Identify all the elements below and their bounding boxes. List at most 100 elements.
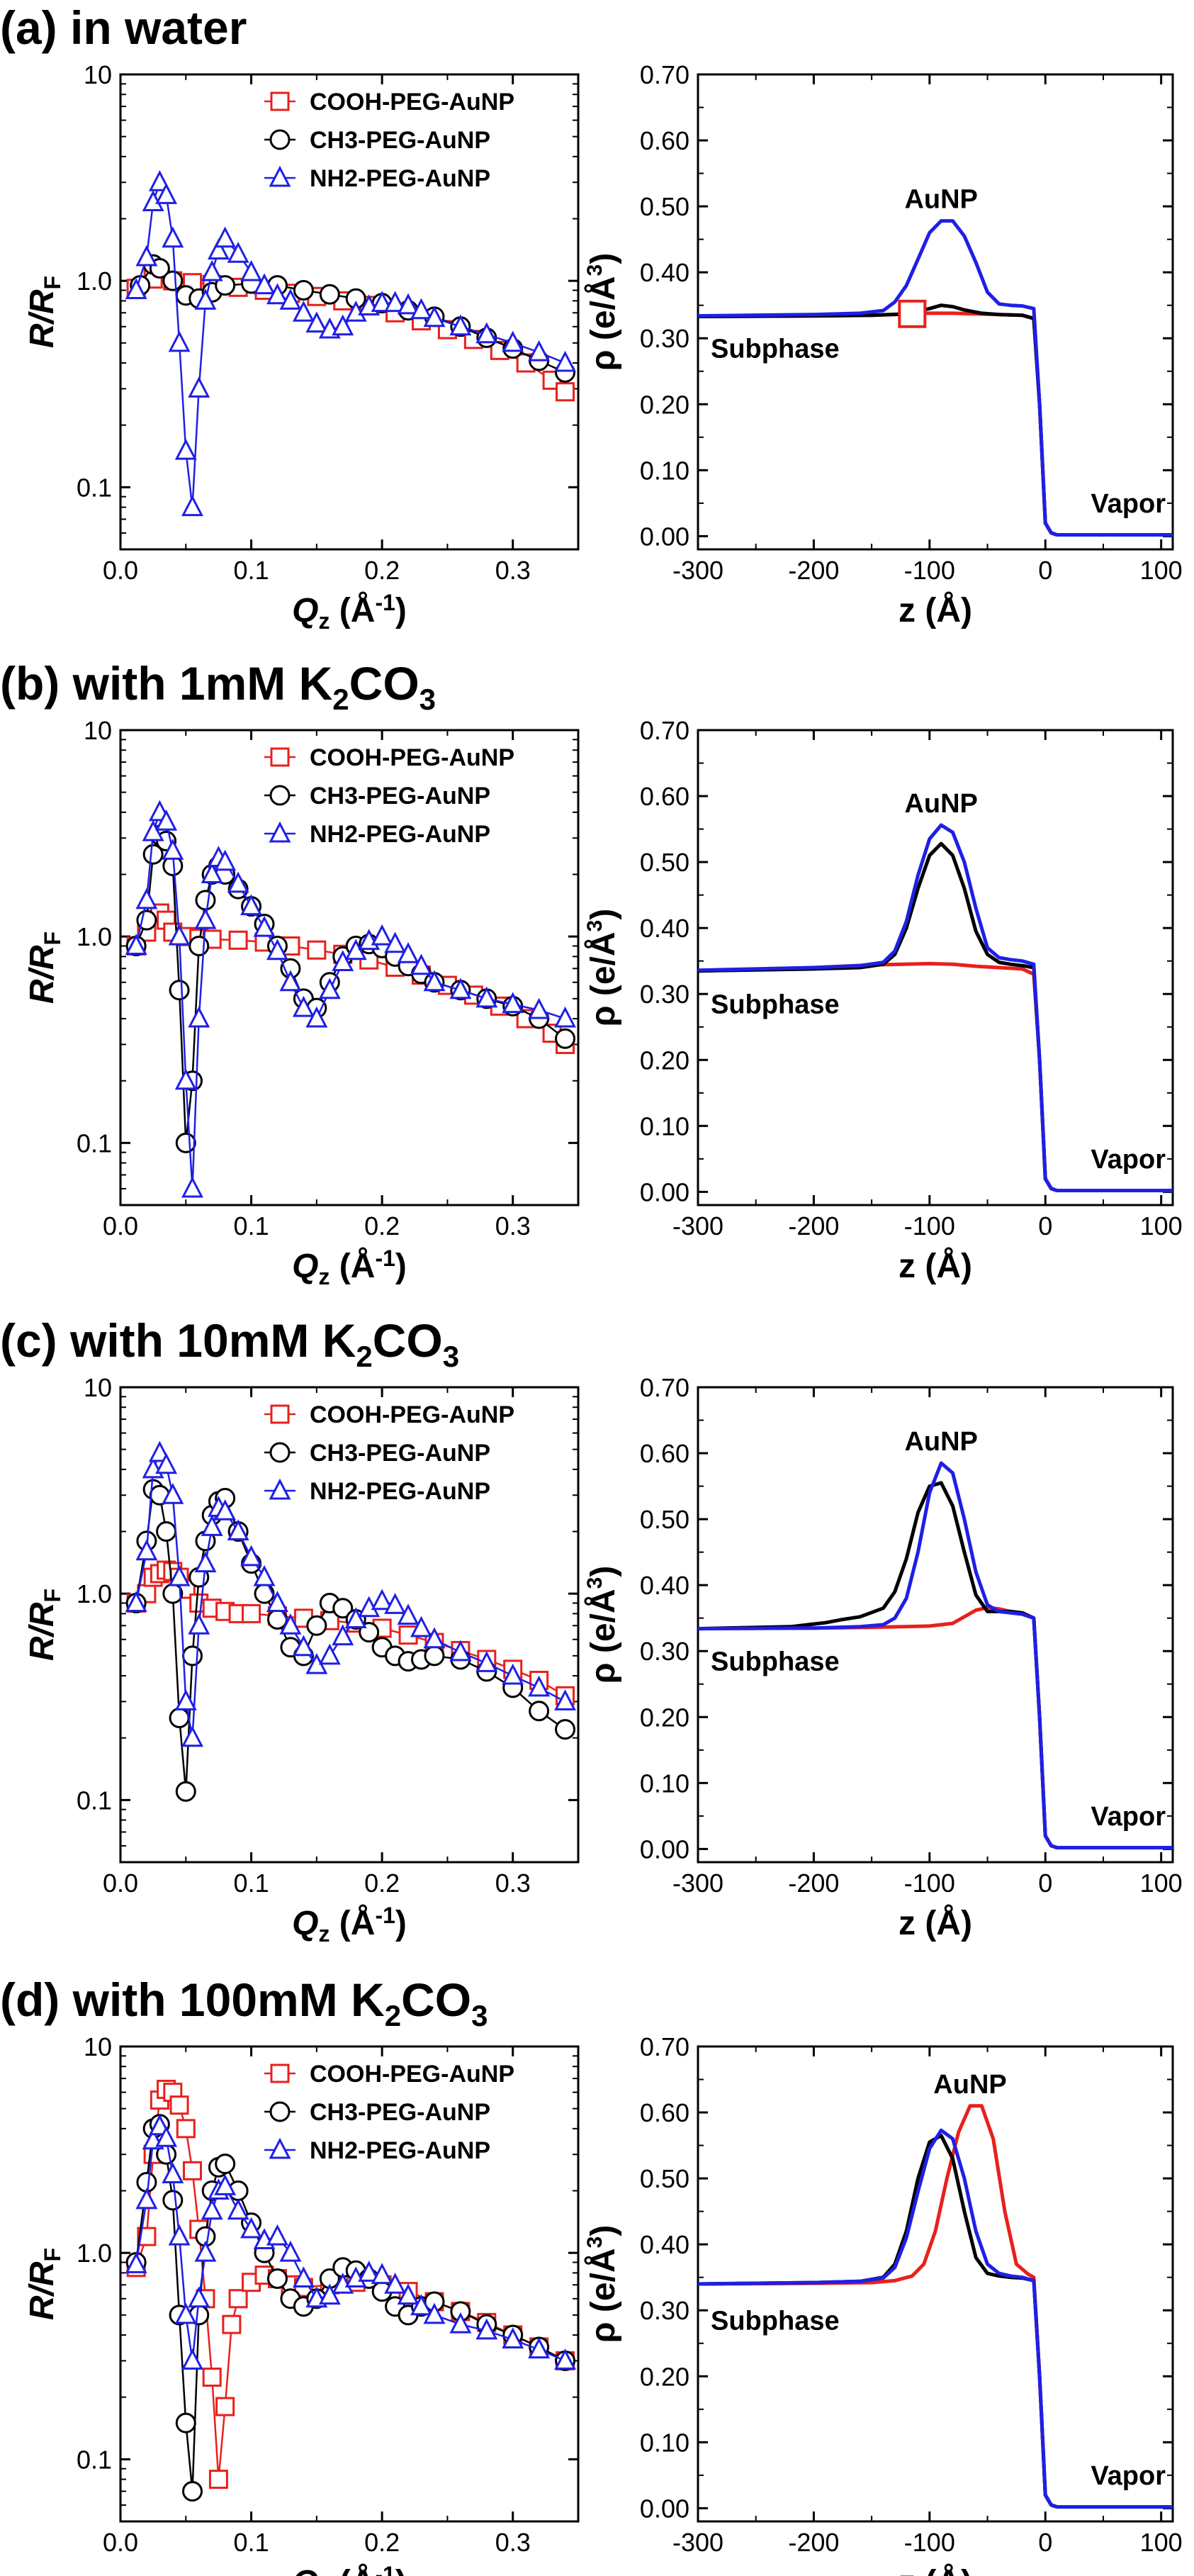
y-tick-label: 0.60 xyxy=(640,2098,689,2127)
data-point-ch3 xyxy=(529,1701,550,1722)
data-point-nh2 xyxy=(168,2224,191,2246)
legend: COOH-PEG-AuNP CH3-PEG-AuNP NH2-PEG-AuNP xyxy=(264,2061,514,2164)
legend-label: COOH-PEG-AuNP xyxy=(310,744,514,771)
data-point-ch3 xyxy=(424,1645,445,1667)
data-point-nh2 xyxy=(528,340,551,362)
legend-marker-ch3 xyxy=(269,129,291,150)
data-point-nh2 xyxy=(125,2252,147,2273)
data-point-cooh xyxy=(222,2314,242,2334)
data-point-nh2 xyxy=(371,2263,393,2285)
data-point-nh2 xyxy=(554,2348,577,2370)
data-point-ch3 xyxy=(175,2412,196,2434)
data-point-nh2 xyxy=(554,350,577,372)
data-point-nh2 xyxy=(292,301,315,322)
data-point-nh2 xyxy=(449,2312,472,2334)
legend-item-ch3: CH3-PEG-AuNP xyxy=(264,783,490,810)
data-point-nh2 xyxy=(194,1551,217,1573)
y-tick-label: 0.1 xyxy=(77,2445,112,2474)
y-tick-label: 0.20 xyxy=(640,1046,689,1075)
data-point-nh2 xyxy=(168,924,191,946)
x-tick-label: 0.1 xyxy=(234,556,269,585)
data-point-nh2 xyxy=(188,1006,210,1028)
legend-item-cooh: COOH-PEG-AuNP xyxy=(264,89,514,116)
annotation-vapor: Vapor xyxy=(1091,1145,1166,1175)
data-point-nh2 xyxy=(358,2261,381,2282)
data-point-nh2 xyxy=(318,1643,341,1665)
data-point-nh2 xyxy=(318,2283,341,2305)
y-tick-label: 0.40 xyxy=(640,1571,689,1600)
data-point-nh2 xyxy=(502,1663,524,1685)
data-point-cooh xyxy=(208,2470,228,2490)
data-point-nh2 xyxy=(344,1607,367,1629)
data-point-nh2 xyxy=(475,986,498,1008)
data-point-ch3 xyxy=(156,1521,177,1542)
legend-label: CH3-PEG-AuNP xyxy=(310,127,490,154)
y-tick-label: 0.70 xyxy=(640,60,689,89)
density-chart-b: -300 -200 -100 0 100 0.00 0.10 0.20 0.30 0.40 0.50… xyxy=(583,716,1183,1285)
data-point-nh2 xyxy=(174,1068,197,1090)
x-tick-label: 100 xyxy=(1140,1869,1183,1898)
y-axis-label: R/RF xyxy=(23,1589,65,1661)
annotation-aunp: AuNP xyxy=(904,789,977,819)
plot-frame xyxy=(697,1386,1174,1864)
data-point-nh2 xyxy=(423,1627,446,1649)
y-tick-label: 0.20 xyxy=(640,390,689,419)
legend-item-ch3: CH3-PEG-AuNP xyxy=(264,1440,490,1467)
reflectivity-chart-c: 0.0 0.1 0.2 0.3 0.1 1.0 10 COOH-PEG-AuNP CH3-PEG… xyxy=(23,1373,580,1947)
y-tick-label: 0.60 xyxy=(640,1439,689,1468)
x-tick-label: 0 xyxy=(1038,2528,1052,2557)
y-axis-label: R/RF xyxy=(23,2248,65,2320)
data-point-nh2 xyxy=(194,2240,217,2262)
data-point-nh2 xyxy=(188,376,210,398)
data-point-nh2 xyxy=(155,183,178,204)
density-chart-c: -300 -200 -100 0 100 0.00 0.10 0.20 0.30 0.40 0.50… xyxy=(583,1373,1183,1942)
panel-title-a: (a) in water xyxy=(0,1,247,54)
x-axis-label: z (Å) xyxy=(899,1247,972,1285)
data-point-nh2 xyxy=(125,1591,147,1612)
data-point-nh2 xyxy=(155,2125,178,2147)
data-point-nh2 xyxy=(332,314,354,336)
data-point-nh2 xyxy=(201,862,223,884)
data-point-nh2 xyxy=(397,293,419,315)
data-point-nh2 xyxy=(214,226,237,248)
panel-title-text: (b) with 1mM K2CO3 xyxy=(0,657,436,716)
legend-label: NH2-PEG-AuNP xyxy=(310,821,490,848)
data-point-ch3 xyxy=(195,890,216,911)
y-tick-label: 0.00 xyxy=(640,522,689,551)
y-tick-label: 0.20 xyxy=(640,2362,689,2391)
data-point-ch3 xyxy=(162,270,184,291)
annotation-subphase: Subphase xyxy=(711,1647,840,1677)
data-point-nh2 xyxy=(240,894,263,916)
legend-marker-nh2 xyxy=(269,165,291,187)
x-tick-label: -200 xyxy=(788,1211,839,1241)
data-point-nh2 xyxy=(155,1452,178,1474)
y-tick-label: 10 xyxy=(84,60,112,89)
legend-label: CH3-PEG-AuNP xyxy=(310,783,490,810)
x-tick-label: 0.2 xyxy=(364,1211,400,1241)
data-point-nh2 xyxy=(194,289,217,310)
legend-label: NH2-PEG-AuNP xyxy=(310,1478,490,1505)
y-tick-label: 0.60 xyxy=(640,126,689,155)
data-point-nh2 xyxy=(142,819,164,841)
legend-item-nh2: NH2-PEG-AuNP xyxy=(264,2137,490,2164)
density-chart-a: -300 -200 -100 0 100 0.00 0.10 0.20 0.30 0.40 0.50… xyxy=(583,60,1183,629)
data-point-nh2 xyxy=(207,238,230,260)
series-nh2 xyxy=(125,169,577,517)
reflectivity-chart-b: 0.0 0.1 0.2 0.3 0.1 1.0 10 COOH-PEG-AuNP CH3-PEG… xyxy=(23,716,580,1289)
y-tick-label: 1.0 xyxy=(77,2239,112,2268)
y-tick-label: 0.00 xyxy=(640,1177,689,1206)
annotation-vapor: Vapor xyxy=(1091,489,1166,519)
data-point-nh2 xyxy=(266,2224,288,2246)
y-tick-label: 0.60 xyxy=(640,782,689,811)
data-point-nh2 xyxy=(194,907,217,929)
legend-marker-cooh xyxy=(270,1404,290,1424)
data-point-cooh xyxy=(228,930,248,950)
data-point-ch3 xyxy=(332,1598,354,1619)
data-point-nh2 xyxy=(384,1593,407,1614)
x-tick-label: -300 xyxy=(672,2528,723,2557)
legend-label: COOH-PEG-AuNP xyxy=(310,1401,514,1428)
x-axis-label: Qz (Å-1) xyxy=(292,1903,407,1947)
data-point-nh2 xyxy=(528,997,551,1019)
data-point-ch3 xyxy=(175,1132,196,1153)
y-tick-label: 0.40 xyxy=(640,914,689,943)
